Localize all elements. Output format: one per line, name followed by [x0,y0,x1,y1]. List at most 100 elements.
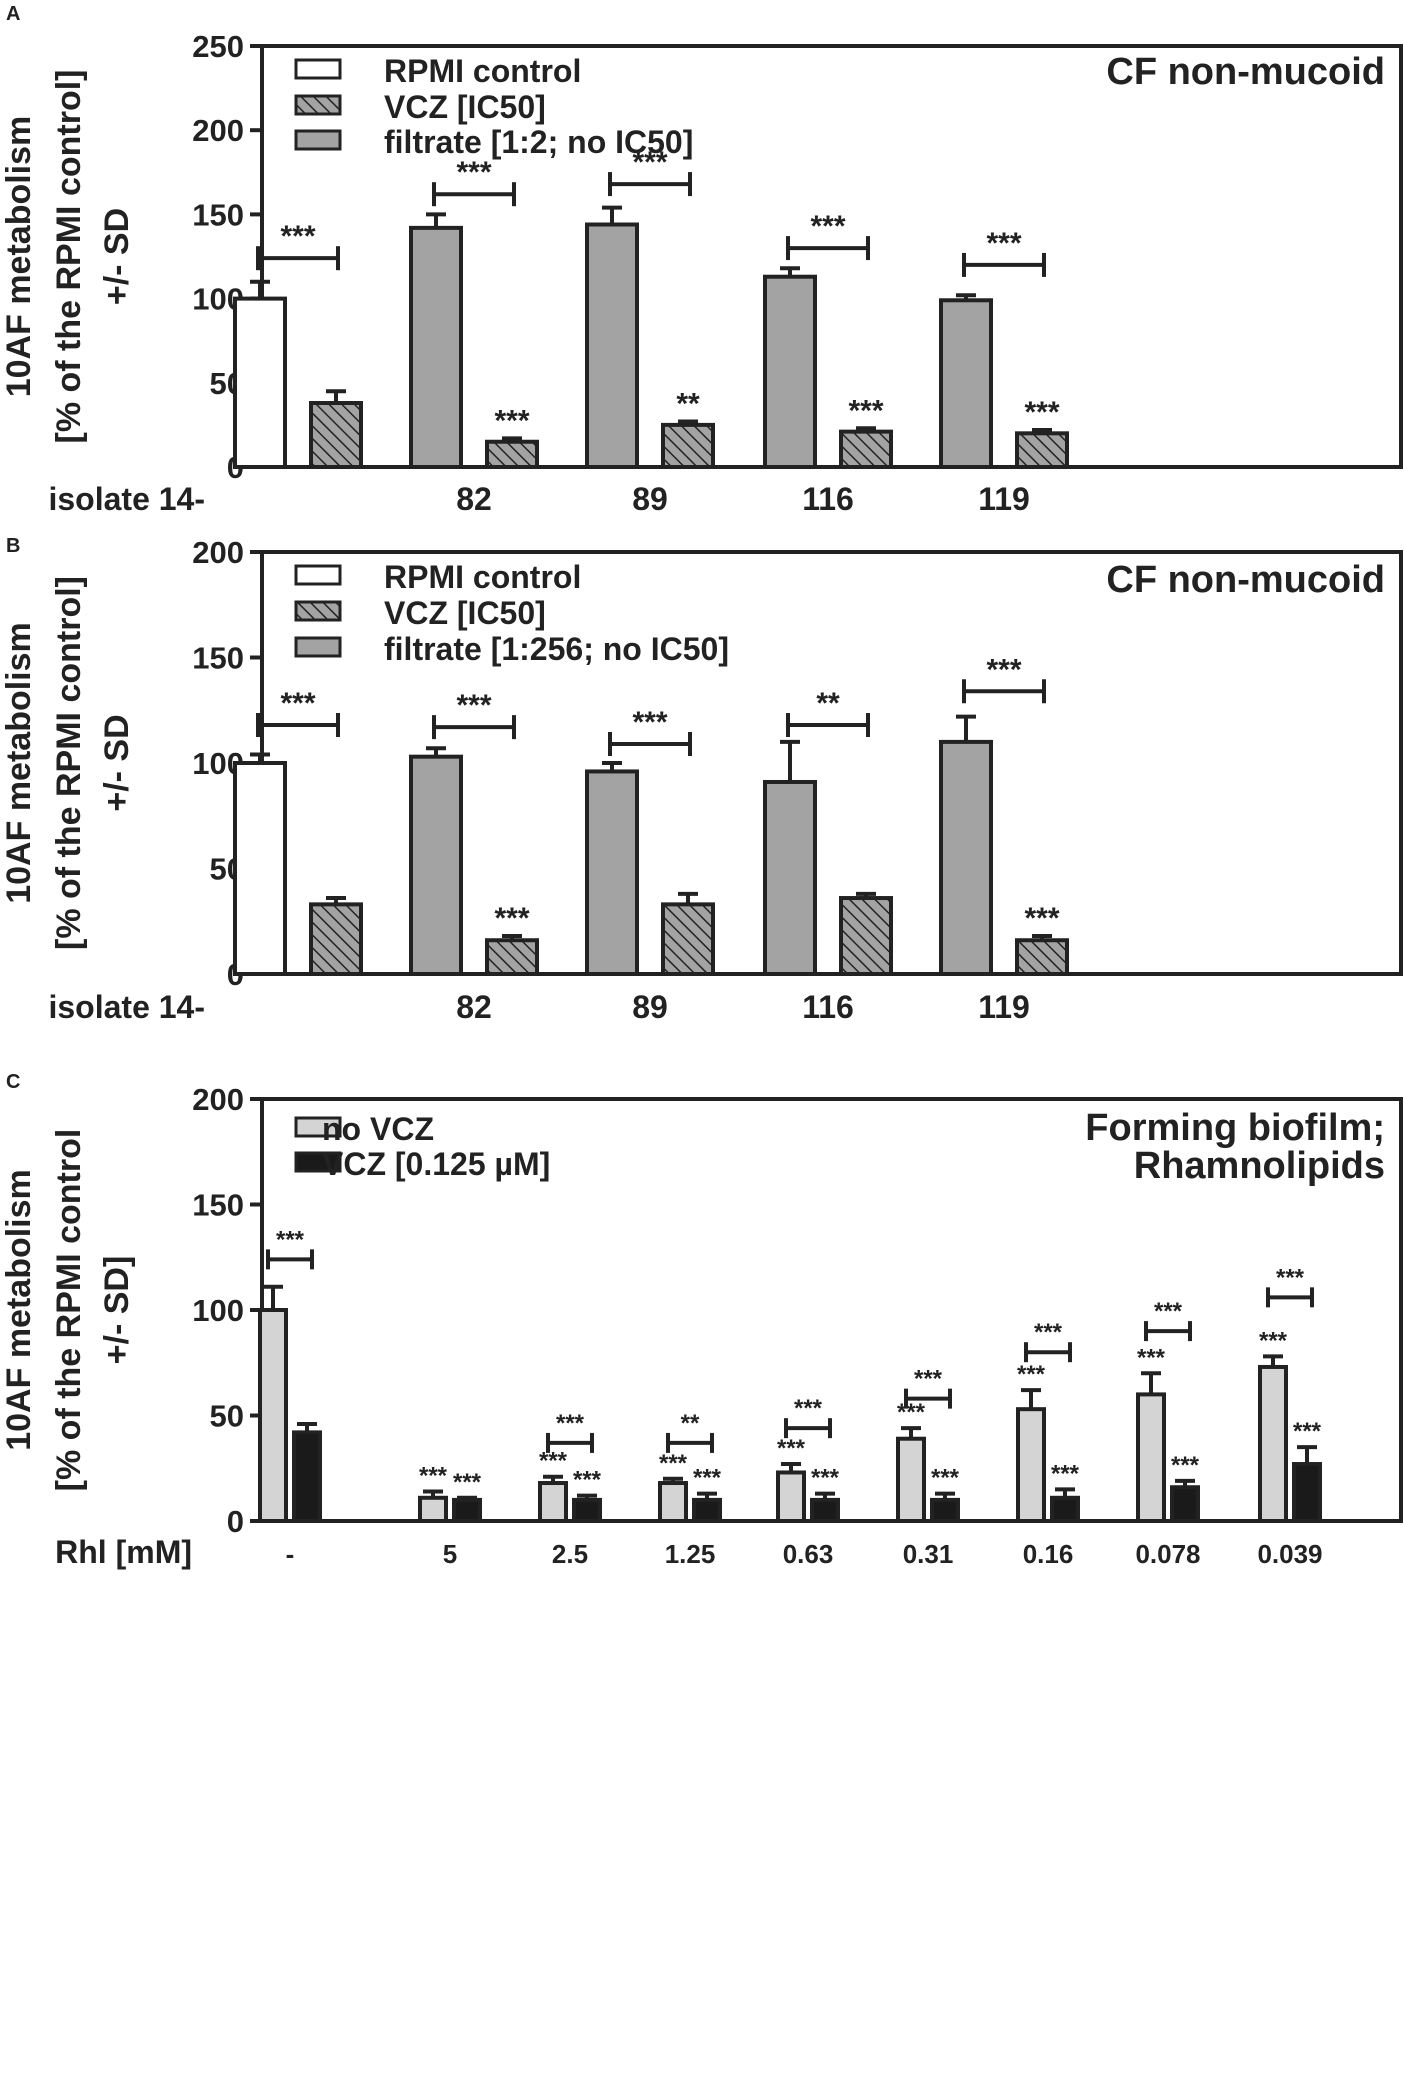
panel-c-bar-b [810,1497,840,1524]
panel-c-bar-signif: *** [539,1448,568,1475]
panel-b-legend-label: filtrate [1:256; no IC50] [384,631,729,667]
panel-c-ylabel-line: +/- SD] [98,1256,136,1365]
panel-c-category-label: 1.25 [665,1539,716,1569]
panel-b-bracket-label: ** [816,687,840,720]
panel-b-ylabel-line: +/- SD [98,714,136,811]
panel-a-bar-b [661,422,715,469]
panel-b-category-label: 116 [802,989,854,1025]
panel-b-bar-a [409,754,463,976]
panel-c-bar-a [258,1308,288,1523]
panel-c-bar-signif: *** [453,1469,482,1496]
panel-c-bar-signif: *** [811,1465,840,1492]
panel-c-category-label: 0.078 [1135,1539,1200,1569]
panel-a-bar-b [485,439,539,469]
panel-b-bar-a [585,769,639,976]
panel-a-ylabel-line: 10AF metabolism [0,116,38,398]
panel-b-bar-b [309,902,363,976]
panel-c-legend-swatch [294,1116,342,1138]
panel-b-bar-a [939,739,993,977]
panel-c-category-label: 2.5 [552,1539,588,1569]
panel-b-ylabel-line: [% of the RPMI control] [50,576,88,950]
panel-c-category-label: - [286,1539,295,1569]
panel-a-bracket-label: *** [632,146,667,179]
panel-c-bar-signif: *** [1137,1344,1166,1371]
panel-c-bar-a [1136,1392,1166,1524]
panel-c-category-label: 0.63 [783,1539,834,1569]
panel-b-ytick-label: 150 [192,641,244,676]
panel-b-bar-b [1015,938,1069,976]
panel-c-bar-signif: *** [693,1465,722,1492]
panel-b-legend-label: VCZ [IC50] [384,595,546,631]
panel-a-legend-label: filtrate [1:2; no IC50] [384,124,693,160]
panel-a-ylabel-line: +/- SD [98,208,136,305]
panel-c-bar-b [692,1497,722,1524]
panel-a-category-label: 89 [632,481,668,517]
panel-c-ytick-label: 150 [192,1188,244,1223]
panel-a-bar-a [939,298,993,469]
panel-c-bracket-label: *** [794,1395,823,1422]
panel-c-bar-signif: *** [1293,1418,1322,1445]
panel-c-title: Rhamnolipids [1134,1145,1385,1187]
panel-a-title: CF non-mucoid [1106,51,1385,93]
panel-c-bar-a [896,1436,926,1523]
panel-b-title: CF non-mucoid [1106,559,1385,601]
panel-a-bar-b [839,429,893,469]
panel-a-legend-swatch [294,94,342,116]
panel-c-bar-a [1258,1364,1288,1523]
panel-c-legend-label: VCZ [0.125 µM] [322,1146,550,1182]
panel-b-legend-swatch [294,564,342,586]
panel-a-ytick-label: 200 [192,113,244,148]
panel-b-bracket-label: *** [456,689,491,722]
panel-c-legend-label: no VCZ [322,1111,434,1147]
panel-c-bracket-label: *** [914,1366,943,1393]
panel-c-bracket-label: *** [556,1410,585,1437]
panel-a-bar-signif: *** [494,404,529,437]
panel-a-bar-signif: *** [1024,396,1059,429]
panel-c-bar-a [776,1470,806,1523]
panel-a-xaxis-label: isolate 14- [48,481,205,517]
panel-a-bar-signif: ** [676,388,700,421]
panel-b-bracket-label: *** [632,706,667,739]
panel-b-bar-signif: *** [494,902,529,935]
panel-c-bar-signif: *** [419,1462,448,1489]
panel-a-bar-signif: *** [848,394,883,427]
panel-b-letter: B [6,535,20,557]
panel-c-bar-b [1292,1462,1322,1524]
panel-c-category-label: 0.31 [903,1539,954,1569]
panel-c-bracket-label: *** [276,1226,305,1253]
panel-a-bracket-label: *** [986,227,1021,260]
panel-c-bracket-label: *** [1276,1264,1305,1291]
panel-c-bracket-label: *** [1034,1319,1063,1346]
panel-c-bar-signif: *** [931,1465,960,1492]
panel-b-category-label: 89 [632,989,668,1025]
panel-a-legend-swatch [294,129,342,151]
panel-a-ytick-label: 250 [192,29,244,64]
panel-c-bar-b [452,1497,482,1524]
panel-b-ytick-label: 200 [192,535,244,570]
panel-a-category-label: 82 [456,481,492,517]
panel-b-category-label: 119 [978,989,1030,1025]
panel-a-ytick-label: 150 [192,197,244,232]
panel-a-legend-swatch [294,58,342,80]
panel-a-letter: A [6,3,20,25]
panel-a-bar-a [233,296,287,469]
panel-c-bar-signif: *** [897,1399,926,1426]
panel-c-bracket-label: ** [681,1410,700,1437]
panel-c-bar-signif: *** [573,1467,602,1494]
panel-b-category-label: 82 [456,989,492,1025]
panel-c-bracket-label: *** [1154,1298,1183,1325]
panel-a-category-label: 119 [978,481,1030,517]
panel-c-bar-a [418,1495,448,1524]
panel-c-bar-signif: *** [777,1435,806,1462]
panel-a-bar-b [1015,431,1069,470]
panel-b-legend-swatch [294,636,342,658]
panel-c-ytick-label: 50 [210,1399,244,1434]
panel-a-legend-label: VCZ [IC50] [384,89,546,125]
panel-b-bracket-label: *** [280,687,315,720]
panel-a-bracket-label: *** [280,220,315,253]
panel-c-bar-signif: *** [1259,1327,1288,1354]
panel-a-bar-a [763,274,817,470]
panel-c-ytick-label: 100 [192,1293,244,1328]
panel-b-bar-b [661,902,715,976]
